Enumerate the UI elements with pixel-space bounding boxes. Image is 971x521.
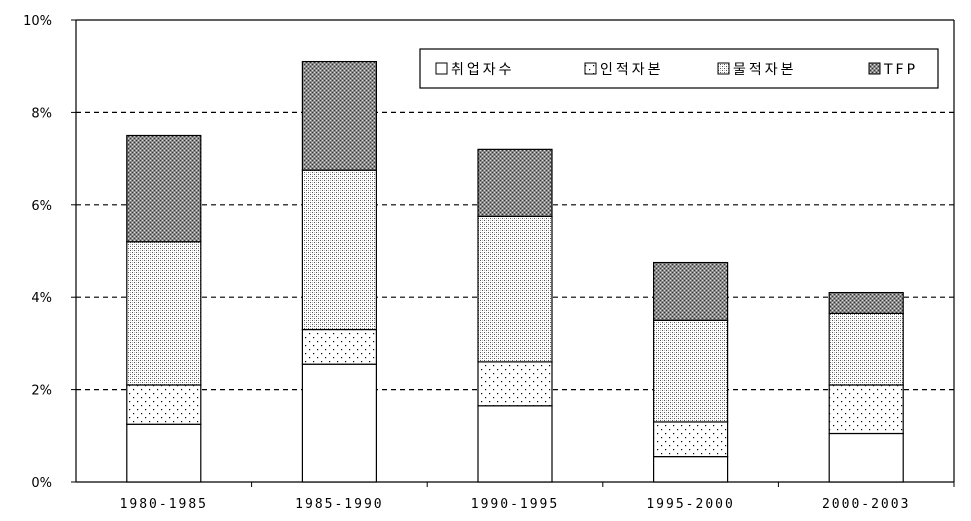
bar-segment (652, 319, 729, 423)
y-tick-label: 6% (31, 199, 52, 214)
bar-segment (477, 215, 553, 363)
x-tick-label: 1985-1990 (295, 497, 383, 512)
y-tick-label: 2% (31, 384, 52, 399)
x-tick-label: 1990-1995 (471, 497, 559, 512)
bar-segment (301, 328, 377, 365)
bar-segment (652, 455, 729, 483)
bar-segment (828, 432, 904, 483)
legend-swatch (584, 62, 597, 75)
bar-segment (126, 423, 202, 483)
x-tick-label: 1980-1985 (120, 497, 208, 512)
bar-segment (301, 169, 377, 331)
legend-label: TFP (883, 62, 918, 78)
bar-segment (301, 363, 377, 483)
y-tick-label: 0% (31, 476, 52, 491)
x-tick-label: 1995-2000 (646, 497, 734, 512)
legend-swatch (435, 62, 448, 75)
legend-label: 취업자수 (451, 62, 515, 78)
bar-segment (652, 421, 729, 458)
bar-segment (126, 134, 202, 243)
legend: 취업자수 인적자본 물적자본 TFP (419, 48, 939, 89)
legend-box (419, 48, 939, 89)
bar-segment (828, 312, 904, 386)
bar-segment (477, 361, 553, 407)
bars (126, 60, 904, 483)
bar-segment (126, 384, 202, 425)
bar-segment (126, 241, 202, 386)
tick-labels: 0% 2% 4% 6% 8% 10% 1980-1985 1985-1990 1990-1995… (23, 14, 910, 512)
bar-segment (477, 148, 553, 217)
gridlines (76, 111, 954, 391)
y-tick-label: 4% (31, 291, 52, 306)
legend-swatch (717, 62, 730, 75)
x-tick-label: 2000-2003 (822, 497, 910, 512)
bar-segment (301, 60, 377, 171)
bar-segment (652, 261, 729, 321)
legend-label: 인적자본 (600, 62, 664, 78)
legend-swatch (868, 62, 881, 75)
bar-segment (828, 291, 904, 314)
bar-segment (477, 405, 553, 483)
bar-segment (828, 384, 904, 435)
y-tick-label: 8% (31, 106, 52, 121)
legend-label: 물적자본 (733, 62, 797, 78)
y-tick-label: 10% (23, 14, 52, 29)
